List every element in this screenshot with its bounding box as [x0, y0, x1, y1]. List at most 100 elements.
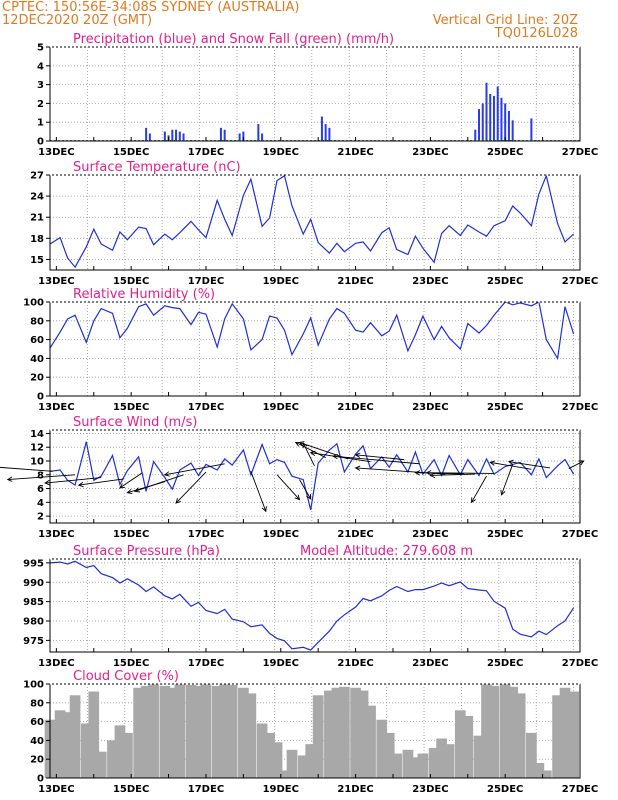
y-tick-label: 5 [37, 43, 44, 54]
humidity-line [49, 301, 575, 361]
wind-vector [250, 471, 267, 512]
precip-bar [242, 131, 245, 141]
x-tick-label: 15DEC [113, 276, 149, 287]
y-tick-label: 60 [30, 335, 44, 346]
x-tick-label: 27DEC [562, 784, 598, 795]
precip-bar [485, 82, 488, 141]
precip-bar [500, 97, 503, 141]
cloud-bar [339, 686, 350, 778]
cloud-bar [410, 757, 421, 778]
precip-bar [474, 129, 477, 141]
panel-frame [49, 429, 581, 524]
cloud-bar [436, 738, 447, 778]
wind-vector [78, 478, 124, 486]
precip-bar [481, 103, 484, 141]
panel-pressure: 975 980 985 990 995 13DEC 15DEC 17DEC 19DEC 21DEC… [23, 544, 598, 669]
wind-arrowhead [77, 481, 84, 488]
cloud-bar [174, 684, 186, 778]
x-tick-label: 15DEC [113, 658, 149, 669]
y-tick-label: 18 [30, 234, 44, 245]
wind-vector [299, 479, 312, 500]
x-tick-label: 23DEC [412, 147, 448, 158]
cloud-bar [526, 732, 537, 778]
precip-bar [324, 124, 327, 141]
cloud-bar [286, 749, 298, 778]
wind-vector [415, 472, 465, 475]
header-grid-line: Vertical Grid Line: 20Z [433, 13, 578, 28]
wind-arrowhead [309, 450, 316, 456]
header-init-time: 12DEC2020 20Z (GMT) [2, 13, 152, 28]
cloud-bar [148, 684, 159, 778]
x-tick-label: 15DEC [113, 784, 149, 795]
wind-vector [508, 461, 551, 469]
x-tick-label: 27DEC [562, 529, 598, 540]
cloud-bar [305, 744, 317, 778]
wind-arrowhead [507, 459, 514, 465]
header-model: TQ0126L028 [494, 26, 578, 41]
precip-bar [478, 109, 481, 141]
y-tick-label: 990 [23, 578, 44, 589]
wind-arrowhead [294, 494, 301, 501]
cloud-bar [69, 695, 81, 778]
wind-arrowhead [429, 472, 436, 479]
panel-temp: 15 18 21 24 27 13DEC 15DEC 17DEC 19DEC 21DEC 23DEC… [30, 160, 598, 287]
y-tick-label: 2 [37, 99, 44, 110]
panel-humidity: 0 20 40 60 80 100 13DEC 15DEC 17DEC 19DEC 21DEC 23D… [23, 287, 598, 413]
cloud-bar [238, 687, 249, 778]
cloud-bar [95, 751, 107, 778]
wind-arrowhead [470, 497, 476, 504]
temp-line [49, 173, 575, 269]
wind-arrowhead [306, 493, 312, 500]
x-tick-label: 13DEC [38, 529, 74, 540]
x-tick-label: 15DEC [113, 147, 149, 158]
wind-arrowhead [261, 506, 267, 513]
y-tick-label: 20 [30, 373, 44, 384]
wind-vector [7, 474, 76, 481]
y-tick-label: 12 [30, 443, 44, 454]
x-tick-label: 13DEC [38, 147, 74, 158]
x-tick-label: 13DEC [38, 276, 74, 287]
cloud-bar [122, 732, 133, 778]
x-tick-label: 13DEC [38, 658, 74, 669]
cloud-bar [297, 755, 309, 778]
y-tick-label: 20 [30, 755, 44, 766]
x-tick-label: 19DEC [263, 147, 299, 158]
precip-bar [175, 129, 178, 141]
cloud-bar [185, 684, 197, 778]
wind-arrowhead [332, 453, 338, 460]
x-tick-label: 21DEC [337, 529, 373, 540]
x-tick-label: 25DEC [487, 658, 523, 669]
x-tick-label: 15DEC [113, 402, 149, 413]
x-tick-label: 23DEC [412, 276, 448, 287]
x-tick-label: 19DEC [263, 529, 299, 540]
cloud-bar [245, 693, 257, 778]
x-tick-label: 17DEC [188, 402, 224, 413]
x-tick-label: 27DEC [562, 658, 598, 669]
y-tick-label: 10 [30, 457, 44, 468]
y-tick-label: 2 [37, 512, 44, 523]
x-tick-label: 27DEC [562, 276, 598, 287]
x-tick-label: 25DEC [487, 784, 523, 795]
y-tick-label: 0 [37, 392, 44, 403]
precip-bar [328, 127, 331, 141]
x-tick-label: 19DEC [263, 402, 299, 413]
cloud-bar [80, 723, 92, 778]
x-tick-label: 13DEC [38, 402, 74, 413]
precip-bar [223, 129, 226, 141]
x-tick-label: 25DEC [487, 529, 523, 540]
cloud-bar [312, 695, 324, 778]
cloud-bar [88, 691, 100, 778]
precip-bar [145, 127, 148, 141]
cloud-bar [226, 684, 238, 778]
y-tick-label: 15 [30, 255, 44, 266]
precip-bar [507, 110, 510, 141]
precip-bar [257, 124, 260, 141]
cloud-bar [533, 762, 545, 778]
panel-wind: 2 4 6 8 10 12 14 13DEC 15DEC 17DEC 19DEC 21DEC 23DEC… [0, 415, 598, 540]
cloud-bar [357, 690, 369, 778]
panel-title: Surface Wind (m/s) [73, 415, 197, 430]
cloud-bar [324, 690, 335, 778]
y-tick-label: 8 [37, 470, 44, 481]
